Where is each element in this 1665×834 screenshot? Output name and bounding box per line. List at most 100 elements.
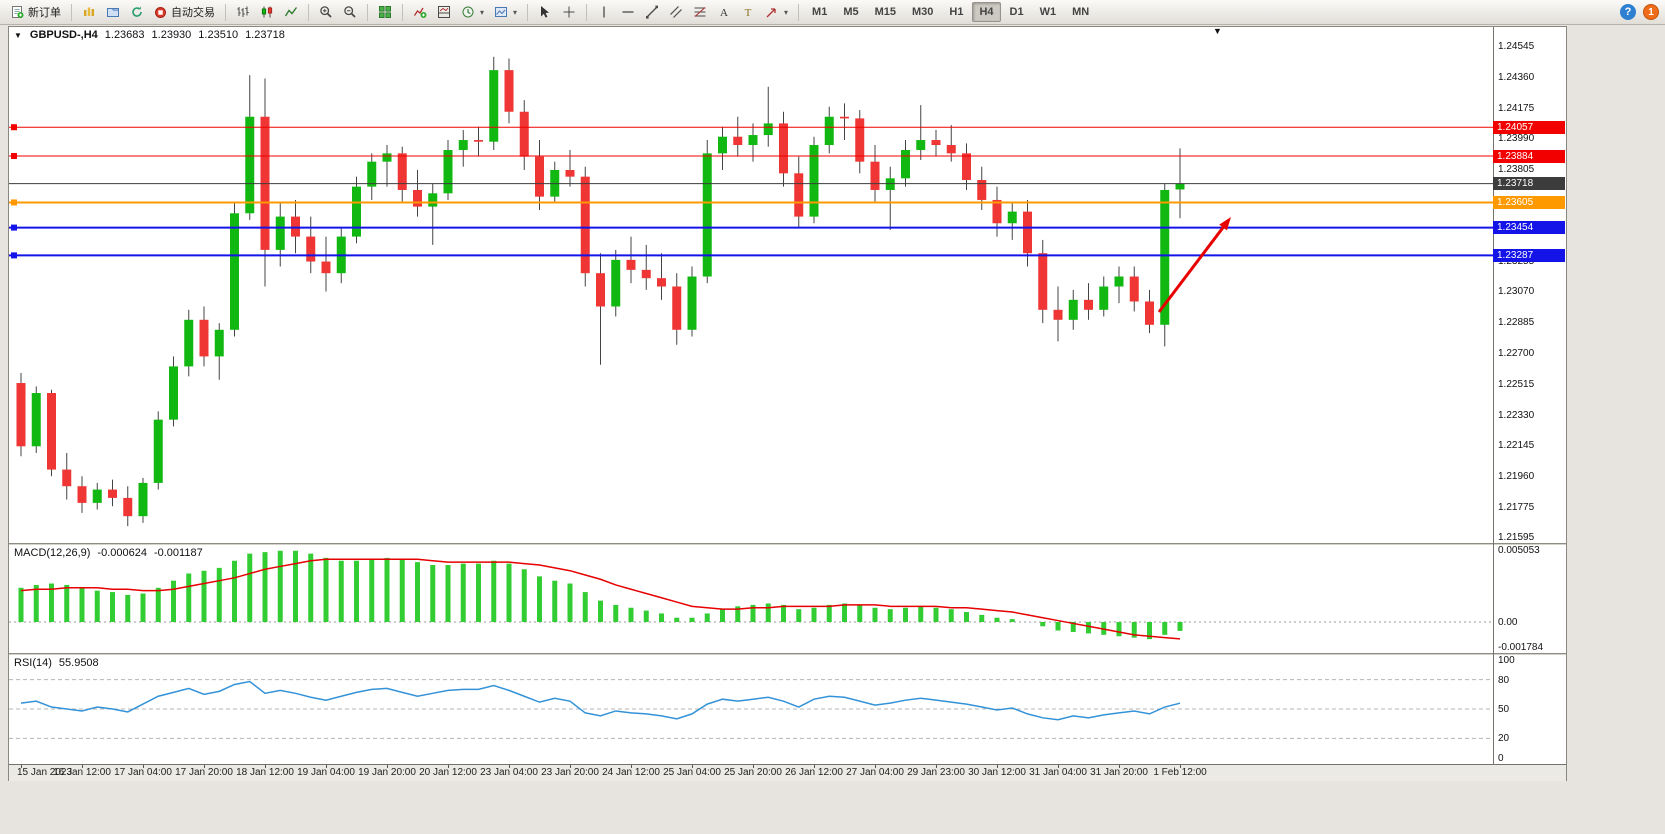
open-value: 1.23683 — [104, 29, 145, 41]
tile-windows-button[interactable] — [374, 2, 396, 22]
timeframe-m1-button[interactable]: M1 — [812, 6, 828, 18]
price-tag: 1.24057 — [1493, 120, 1565, 134]
refresh-button[interactable] — [126, 2, 148, 22]
new-chart-button[interactable] — [78, 2, 100, 22]
timeframe-m5-button[interactable]: M5 — [843, 6, 859, 18]
timeframe-d1-button[interactable]: D1 — [1009, 6, 1024, 18]
macd-plot[interactable] — [9, 545, 1493, 653]
timeframe-h1-button[interactable]: H1 — [949, 6, 964, 18]
price-tick: 1.21775 — [1498, 502, 1535, 514]
toolbar-separator — [308, 3, 309, 21]
rsi-tick: 100 — [1498, 655, 1515, 666]
time-label: 25 Jan 04:00 — [663, 767, 721, 778]
templates-button[interactable]: ▾ — [490, 2, 521, 22]
zoom-in-button[interactable] — [315, 2, 337, 22]
time-tick-mark — [814, 765, 815, 768]
price-tag: 1.23884 — [1493, 149, 1565, 163]
svg-text:T: T — [745, 7, 752, 19]
time-label: 27 Jan 04:00 — [846, 767, 904, 778]
cursor-icon — [541, 6, 550, 18]
new-order-label: 新订单 — [28, 7, 61, 19]
crosshair-button[interactable] — [558, 2, 580, 22]
toolbar-separator — [367, 3, 368, 21]
time-tick-mark — [326, 765, 327, 768]
cursor-button[interactable] — [534, 2, 556, 22]
indicators-icon — [413, 7, 427, 18]
time-label: 25 Jan 20:00 — [724, 767, 782, 778]
chart-expand-icon[interactable]: ▼ — [14, 30, 22, 40]
channel-button[interactable] — [665, 2, 687, 22]
text-button[interactable]: A — [713, 2, 735, 22]
time-label: 31 Jan 04:00 — [1029, 767, 1087, 778]
horizontal-line-button[interactable] — [617, 2, 639, 22]
time-tick-mark — [448, 765, 449, 768]
new-order-button[interactable]: 新订单 — [6, 2, 65, 22]
time-tick-mark — [1119, 765, 1120, 768]
time-label: 15 Jan 2023 — [17, 767, 73, 778]
chart-bars-button[interactable] — [232, 2, 254, 22]
time-tick-mark — [570, 765, 571, 768]
price-pane[interactable]: ▼ GBPUSD-,H4 1.23683 1.23930 1.23510 1.2… — [9, 27, 1566, 543]
notification-badge[interactable]: 1 — [1643, 4, 1659, 20]
chart-candles-button[interactable] — [256, 2, 278, 22]
rsi-value: 55.9508 — [58, 657, 99, 669]
fibonacci-icon — [694, 7, 706, 17]
trendline-button[interactable] — [641, 2, 663, 22]
chart-profiles-button[interactable] — [102, 2, 124, 22]
price-tag: 1.23718 — [1493, 177, 1565, 191]
fibonacci-button[interactable] — [689, 2, 711, 22]
toolbar-separator — [527, 3, 529, 21]
timeframe-h4-button[interactable]: H4 — [972, 2, 1001, 22]
shapes-button[interactable]: ▾ — [761, 2, 792, 22]
timeframe-w1-button[interactable]: W1 — [1039, 6, 1057, 18]
time-tick-mark — [753, 765, 754, 768]
time-label: 20 Jan 12:00 — [419, 767, 477, 778]
price-tick: 1.23990 — [1498, 133, 1535, 145]
time-label: 17 Jan 04:00 — [114, 767, 172, 778]
help-icon[interactable]: ? — [1620, 4, 1636, 20]
auto-trading-label: 自动交易 — [171, 7, 215, 19]
timeframe-m15-button[interactable]: M15 — [874, 6, 897, 18]
macd-pane[interactable]: MACD(12,26,9) -0.000624 -0.001187 0.0050… — [9, 545, 1566, 653]
indicator-windows-button[interactable] — [433, 2, 455, 22]
pane-splitter[interactable] — [9, 543, 1566, 545]
indicator-windows-icon — [438, 6, 450, 18]
macd-axis[interactable]: 0.005053 0.00 -0.001784 — [1495, 545, 1566, 653]
rsi-plot[interactable] — [9, 655, 1493, 763]
toolbar-separator — [71, 3, 72, 21]
text-label-button[interactable]: T — [737, 2, 759, 22]
horizontal-line-icon — [622, 11, 634, 13]
candlestick-plot[interactable] — [9, 27, 1493, 543]
macd-tick: 0.00 — [1498, 617, 1518, 628]
time-label: 19 Jan 20:00 — [358, 767, 416, 778]
time-tick-mark — [1180, 765, 1181, 768]
time-tick-mark — [82, 765, 83, 768]
time-tick-mark — [1058, 765, 1059, 768]
zoom-out-button[interactable] — [339, 2, 361, 22]
chart-line-button[interactable] — [280, 2, 302, 22]
chevron-down-icon: ▾ — [784, 7, 789, 17]
timeframe-mn-button[interactable]: MN — [1072, 6, 1090, 18]
time-label: 23 Jan 20:00 — [541, 767, 599, 778]
time-tick-mark — [997, 765, 998, 768]
pane-splitter[interactable] — [9, 653, 1566, 655]
indicators-button[interactable] — [409, 2, 431, 22]
price-tick: 1.23805 — [1498, 164, 1535, 176]
time-axis[interactable]: 15 Jan 2023 16 Jan 12:00 17 Jan 04:00 17 Ja… — [9, 764, 1566, 781]
bar-chart-icon — [237, 6, 249, 17]
rsi-title: RSI(14) 55.9508 — [14, 657, 99, 669]
price-tag: 1.23454 — [1493, 221, 1565, 235]
price-tick: 1.24545 — [1498, 41, 1535, 52]
price-tick: 1.24360 — [1498, 71, 1535, 83]
time-tick-mark — [692, 765, 693, 768]
price-tick: 1.22330 — [1498, 409, 1535, 421]
rsi-pane[interactable]: RSI(14) 55.9508 100 80 50 20 0 — [9, 655, 1566, 763]
rsi-axis[interactable]: 100 80 50 20 0 — [1495, 655, 1566, 763]
periods-button[interactable]: ▾ — [457, 2, 488, 22]
price-axis[interactable]: 1.24545 1.24360 1.24175 1.23990 1.23805 1.236… — [1493, 27, 1566, 543]
auto-trading-button[interactable]: 自动交易 — [150, 2, 219, 22]
timeframe-m30-button[interactable]: M30 — [912, 6, 934, 18]
price-tick: 1.22885 — [1498, 317, 1535, 329]
vertical-line-button[interactable] — [593, 2, 615, 22]
chart-shift-marker[interactable]: ▼ — [1213, 27, 1222, 36]
